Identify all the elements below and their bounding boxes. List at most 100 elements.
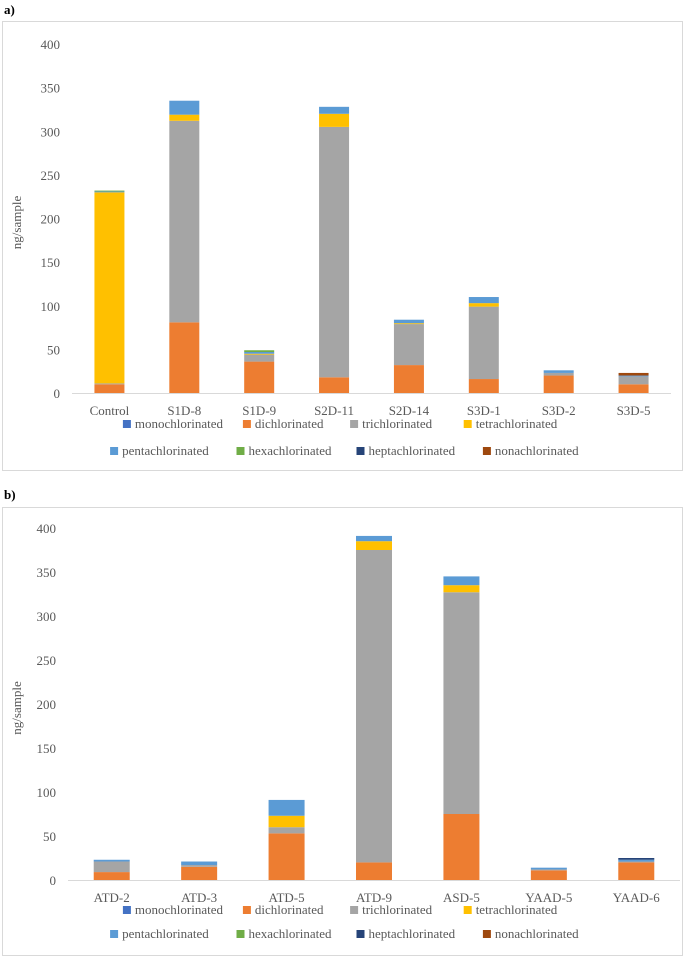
x-tick-label: S3D-1 [467, 403, 501, 418]
bar-segment-dichlorinated [618, 384, 649, 393]
bar-segment-dichlorinated [356, 862, 392, 880]
panel-b-label: b) [4, 487, 16, 502]
legend-label: tetrachlorinated [476, 416, 558, 431]
bar-segment-trichlorinated [618, 861, 655, 863]
bar-segment-tetrachlorinated [319, 113, 350, 127]
x-tick-label: ASD-5 [443, 890, 480, 905]
bar-segment-trichlorinated [169, 120, 200, 323]
y-tick-label: 200 [41, 212, 61, 227]
legend-swatch [463, 906, 472, 914]
y-tick-label: 100 [37, 785, 57, 800]
bar-segment-dichlorinated [618, 862, 655, 880]
legend-item-nonachlorinated: nonachlorinated [482, 926, 579, 941]
legend-swatch [463, 420, 472, 428]
legend-swatch [236, 930, 245, 938]
chart-a-frame: 0 50 100 150 200 250 300 350 400 ng/sample Control… [2, 21, 683, 471]
bar-segment-pentachlorinated [618, 859, 655, 862]
legend-item-monochlorinated: monochlorinated [122, 902, 224, 917]
y-tick-label: 300 [41, 124, 61, 139]
bar-segment-dichlorinated [319, 377, 350, 393]
y-tick-label: 0 [54, 386, 61, 401]
bar-segment-tetrachlorinated [356, 541, 392, 550]
legend-label: monochlorinated [135, 416, 224, 431]
bar-segment-pentachlorinated [393, 319, 424, 324]
legend-item-dichlorinated: dichlorinated [242, 416, 324, 431]
y-tick-label: 350 [41, 81, 61, 96]
legend-label: tetrachlorinated [476, 902, 558, 917]
x-tick-label: S3D-5 [617, 403, 651, 418]
y-tick-label: 400 [37, 521, 57, 536]
y-tick-label: 250 [41, 168, 61, 183]
bar-segment-dichlorinated [94, 384, 125, 393]
bars [94, 100, 649, 393]
bar-segment-pentachlorinated [356, 535, 392, 542]
bar-segment-pentachlorinated [169, 100, 200, 115]
bar-segment-pentachlorinated [618, 375, 649, 377]
legend-swatch [350, 906, 359, 914]
x-tick-label: ATD-9 [356, 890, 392, 905]
chart-b: 0 50 100 150 200 250 300 350 400 ng/sample ATD-2 AT… [9, 521, 680, 941]
legend-swatch [236, 447, 245, 455]
x-tick-label: ATD-2 [94, 890, 130, 905]
y-tick-label: 150 [41, 255, 61, 270]
bar-segment-dichlorinated [169, 322, 200, 393]
legend-label: hexachlorinated [249, 926, 333, 941]
bar-segment-trichlorinated [543, 372, 574, 376]
bar-segment-tetrachlorinated [468, 303, 499, 307]
bar-segment-trichlorinated [244, 354, 275, 362]
legend-label: dichlorinated [255, 416, 324, 431]
bar-segment-trichlorinated [181, 865, 218, 867]
x-tick-label: S3D-2 [542, 403, 576, 418]
y-tick-label: 250 [37, 653, 57, 668]
y-axis-title: ng/sample [9, 681, 24, 735]
legend-swatch [350, 420, 359, 428]
bar-segment-pentachlorinated [268, 799, 305, 816]
bar-segment-trichlorinated [530, 869, 567, 871]
bar-segment-dichlorinated [93, 872, 130, 880]
y-axis: 0 50 100 150 200 250 300 350 400 [37, 521, 57, 888]
legend-swatch [242, 906, 251, 914]
legend-item-pentachlorinated: pentachlorinated [110, 926, 209, 941]
legend-label: monochlorinated [135, 902, 224, 917]
legend-item-monochlorinated: monochlorinated [122, 416, 224, 431]
y-tick-label: 400 [41, 37, 61, 52]
bar-segment-trichlorinated [93, 861, 130, 873]
legend-swatch [122, 906, 131, 914]
bar-segment-trichlorinated [443, 592, 480, 814]
x-tick-label: ATD-3 [181, 890, 217, 905]
bar-segment-tetrachlorinated [268, 815, 305, 828]
bar-segment-dichlorinated [244, 361, 275, 393]
legend-item-heptachlorinated: heptachlorinated [356, 926, 456, 941]
legend-label: pentachlorinated [122, 443, 209, 458]
bar-segment-trichlorinated [356, 550, 392, 863]
bar-segment-hexachlorinated [94, 190, 125, 192]
legend-swatch [242, 420, 251, 428]
legend-label: trichlorinated [362, 416, 433, 431]
legend-label: pentachlorinated [122, 926, 209, 941]
x-tick-label: S1D-9 [242, 403, 276, 418]
bar-segment-trichlorinated [393, 324, 424, 366]
legend-item-nonachlorinated: nonachlorinated [482, 443, 579, 458]
legend-item-tetrachlorinated: tetrachlorinated [463, 416, 558, 431]
legend-item-trichlorinated: trichlorinated [350, 902, 433, 917]
legend-item-heptachlorinated: heptachlorinated [356, 443, 456, 458]
bar-segment-dichlorinated [181, 866, 218, 880]
x-tick-label: S2D-11 [314, 403, 354, 418]
bar-segment-dichlorinated [530, 870, 567, 880]
bars [93, 535, 655, 880]
bar-segment-tetrachlorinated [443, 585, 480, 593]
y-tick-label: 350 [37, 565, 57, 580]
legend-item-hexachlorinated: hexachlorinated [236, 926, 333, 941]
bar-segment-pentachlorinated [94, 191, 125, 193]
bar-segment-tetrachlorinated [244, 353, 275, 355]
bar-segment-tetrachlorinated [169, 114, 200, 121]
bar-segment-trichlorinated [618, 376, 649, 385]
legend-swatch [110, 447, 119, 455]
bar-segment-heptachlorinated [618, 858, 655, 860]
y-tick-label: 200 [37, 697, 57, 712]
chart-a: 0 50 100 150 200 250 300 350 400 ng/sample Control… [9, 37, 671, 458]
bar-segment-pentachlorinated [468, 297, 499, 304]
legend-label: nonachlorinated [495, 926, 579, 941]
bar-segment-pentachlorinated [319, 106, 350, 114]
legend-item-pentachlorinated: pentachlorinated [110, 443, 209, 458]
